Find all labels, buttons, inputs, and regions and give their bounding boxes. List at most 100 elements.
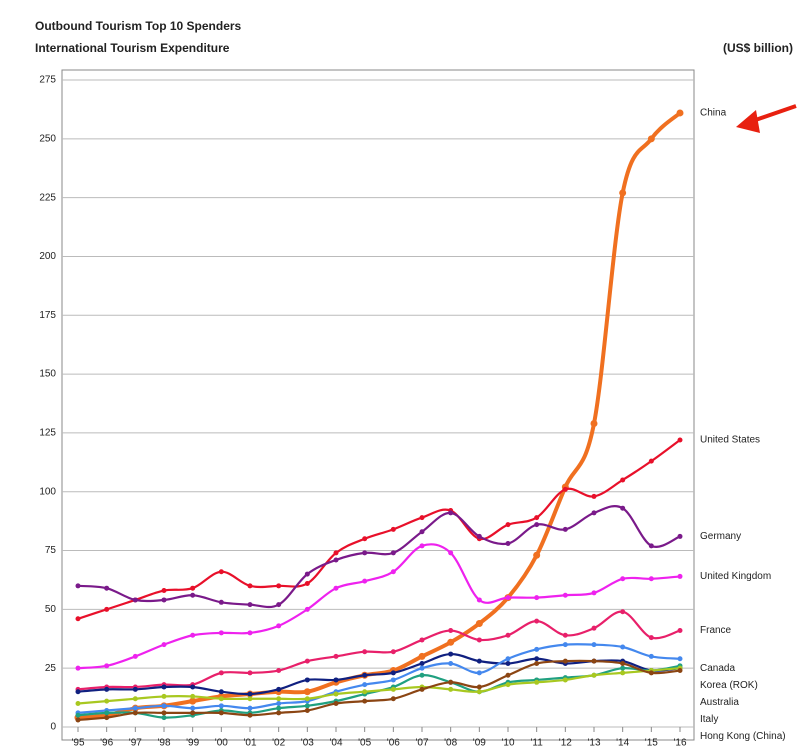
point xyxy=(534,656,540,662)
series-line xyxy=(77,439,681,620)
point xyxy=(247,602,253,608)
series-line xyxy=(77,543,681,670)
point xyxy=(161,710,167,716)
x-tick-label: '04 xyxy=(329,738,342,749)
point xyxy=(190,585,196,591)
point xyxy=(75,712,81,718)
point xyxy=(620,644,626,650)
point xyxy=(247,583,253,589)
point xyxy=(333,550,339,556)
point xyxy=(276,583,282,589)
x-tick-label: '16 xyxy=(673,738,686,749)
point xyxy=(276,602,282,608)
point xyxy=(218,670,224,676)
series-line xyxy=(77,667,681,705)
point xyxy=(419,637,425,643)
point xyxy=(161,588,167,594)
y-tick-label: 75 xyxy=(45,545,57,556)
point xyxy=(304,571,310,577)
legend-label: Hong Kong (China) xyxy=(700,731,786,742)
point xyxy=(620,665,626,671)
series-line xyxy=(77,652,681,696)
x-tick-label: '08 xyxy=(444,738,457,749)
point xyxy=(620,670,626,676)
point xyxy=(448,651,454,657)
point xyxy=(648,543,654,549)
point xyxy=(190,632,196,638)
point xyxy=(447,638,455,646)
x-tick-label: '00 xyxy=(215,738,228,749)
point xyxy=(476,637,482,643)
point xyxy=(419,543,425,549)
y-tick-label: 225 xyxy=(39,192,56,203)
point xyxy=(247,705,253,711)
series-line xyxy=(77,643,681,714)
point xyxy=(590,419,598,427)
point xyxy=(304,703,310,709)
y-tick-label: 0 xyxy=(50,722,56,733)
point xyxy=(505,682,511,688)
point xyxy=(75,689,81,695)
point xyxy=(132,710,138,716)
point xyxy=(104,698,110,704)
point xyxy=(390,696,396,702)
point xyxy=(190,710,196,716)
point xyxy=(620,576,626,582)
point xyxy=(304,580,310,586)
point xyxy=(505,656,511,662)
point xyxy=(448,686,454,692)
point xyxy=(132,597,138,603)
point xyxy=(276,686,282,692)
point xyxy=(390,526,396,532)
point xyxy=(591,642,597,648)
point xyxy=(648,576,654,582)
x-tick-label: '99 xyxy=(186,738,199,749)
chart-subtitle: International Tourism Expenditure xyxy=(35,41,230,55)
point xyxy=(534,618,540,624)
point xyxy=(189,697,197,705)
point xyxy=(620,505,626,511)
series-line xyxy=(77,610,681,691)
point xyxy=(218,689,224,695)
point xyxy=(304,696,310,702)
point xyxy=(132,686,138,692)
x-tick-label: '11 xyxy=(531,738,544,749)
point xyxy=(190,705,196,711)
point xyxy=(677,573,683,579)
point xyxy=(534,646,540,652)
point xyxy=(333,677,339,683)
point xyxy=(476,684,482,690)
point xyxy=(190,693,196,699)
point xyxy=(390,677,396,683)
x-tick-label: '95 xyxy=(71,738,84,749)
point xyxy=(390,550,396,556)
y-tick-label: 100 xyxy=(39,486,56,497)
point xyxy=(362,649,368,655)
point xyxy=(276,710,282,716)
point xyxy=(333,585,339,591)
point xyxy=(591,625,597,631)
point xyxy=(419,660,425,666)
point xyxy=(161,703,167,709)
point xyxy=(562,658,568,664)
point xyxy=(304,606,310,612)
point xyxy=(476,597,482,603)
point xyxy=(104,585,110,591)
point xyxy=(648,653,654,659)
x-tick-label: '96 xyxy=(100,738,113,749)
point xyxy=(75,665,81,671)
point xyxy=(104,606,110,612)
point xyxy=(505,522,511,528)
point xyxy=(75,583,81,589)
x-tick-label: '09 xyxy=(473,738,486,749)
point xyxy=(247,712,253,718)
x-tick-label: '07 xyxy=(415,738,428,749)
x-tick-label: '03 xyxy=(301,738,314,749)
point xyxy=(218,630,224,636)
point xyxy=(362,698,368,704)
point xyxy=(247,696,253,702)
point xyxy=(104,715,110,721)
point xyxy=(75,700,81,706)
point xyxy=(132,705,138,711)
y-tick-label: 175 xyxy=(39,310,56,321)
